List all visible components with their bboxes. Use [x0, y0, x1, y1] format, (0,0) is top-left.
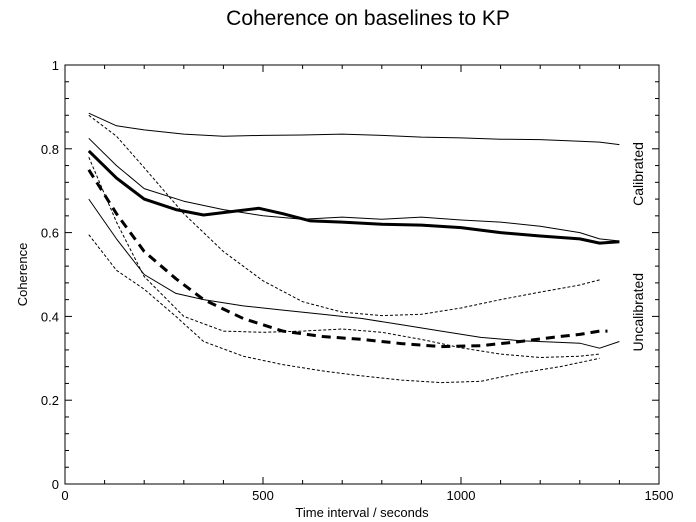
uncalibrated-series-line-7	[88, 157, 600, 358]
axis-ticks: 0 500 1000 1500 0 0.2 0.4 0.6 0.8 1	[41, 58, 674, 503]
y-tick-label: 0.6	[41, 226, 59, 241]
calibrated-series-line-4	[88, 198, 620, 349]
plot-frame	[64, 64, 660, 485]
y-axis-label: Coherence	[15, 243, 30, 307]
y-tick-label: 0	[52, 477, 59, 492]
x-tick-label: 0	[61, 488, 68, 503]
uncalibrated-series-line-6	[88, 114, 600, 317]
y-tick-label: 1	[52, 58, 59, 73]
annotation-calibrated: Calibrated	[630, 142, 646, 206]
y-tick-label: 0.8	[41, 142, 59, 157]
calibrated-series-line-2	[88, 112, 620, 146]
y-tick-label: 0.2	[41, 393, 59, 408]
y-tick-label: 0.4	[41, 309, 59, 324]
calibrated-series-line-3	[88, 137, 620, 242]
uncalibrated-series-line-8	[88, 234, 600, 384]
uncalibrated-series-line-5	[87, 168, 608, 349]
chart-title: Coherence on baselines to KP	[226, 7, 510, 30]
x-axis-label: Time interval / seconds	[295, 505, 429, 520]
x-tick-label: 500	[252, 488, 274, 503]
calibrated-series-line-1	[87, 149, 620, 245]
annotation-layer: Calibrated Uncalibrated	[630, 142, 646, 352]
series-layer	[87, 112, 620, 384]
x-tick-label: 1000	[447, 488, 476, 503]
annotation-uncalibrated: Uncalibrated	[630, 273, 646, 352]
x-tick-label: 1500	[645, 488, 674, 503]
